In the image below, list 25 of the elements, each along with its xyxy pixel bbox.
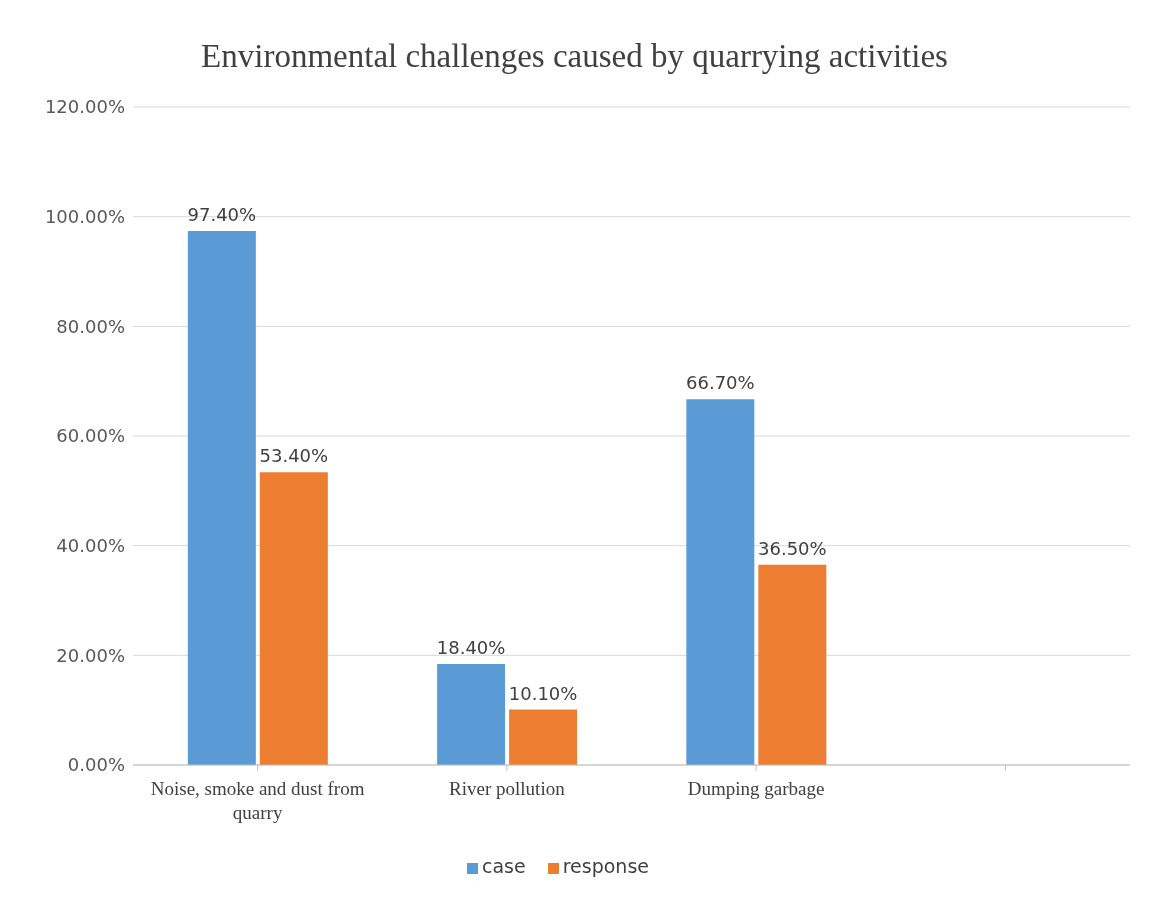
y-tick-label: 100.00% (44, 206, 125, 228)
bar (187, 230, 256, 765)
y-tick-label: 80.00% (56, 315, 125, 337)
y-tick-label: 120.00% (44, 96, 125, 118)
legend-label: case (482, 855, 526, 877)
data-label: 18.40% (436, 637, 506, 659)
bar (509, 709, 578, 765)
y-tick-label: 0.00% (67, 754, 125, 776)
y-tick-label: 60.00% (56, 425, 125, 447)
x-tick-label: River pollution (449, 778, 566, 799)
bar (686, 399, 755, 765)
bar (437, 664, 506, 765)
data-label: 66.70% (686, 372, 755, 394)
bar (259, 472, 328, 765)
x-tick-label: Noise, smoke and dust from quarry (150, 778, 365, 823)
data-label: 97.40% (187, 203, 257, 225)
chart-title: Environmental challenges caused by quarrying activities (200, 38, 949, 75)
data-label: 10.10% (508, 682, 578, 704)
data-label: 36.50% (758, 537, 827, 559)
y-tick-label: 40.00% (56, 535, 125, 557)
bar (758, 564, 827, 765)
y-tick-label: 20.00% (56, 644, 125, 666)
data-label: 53.40% (259, 445, 329, 467)
legend-label: response (562, 855, 649, 877)
x-tick-label: Dumping garbage (687, 778, 825, 799)
